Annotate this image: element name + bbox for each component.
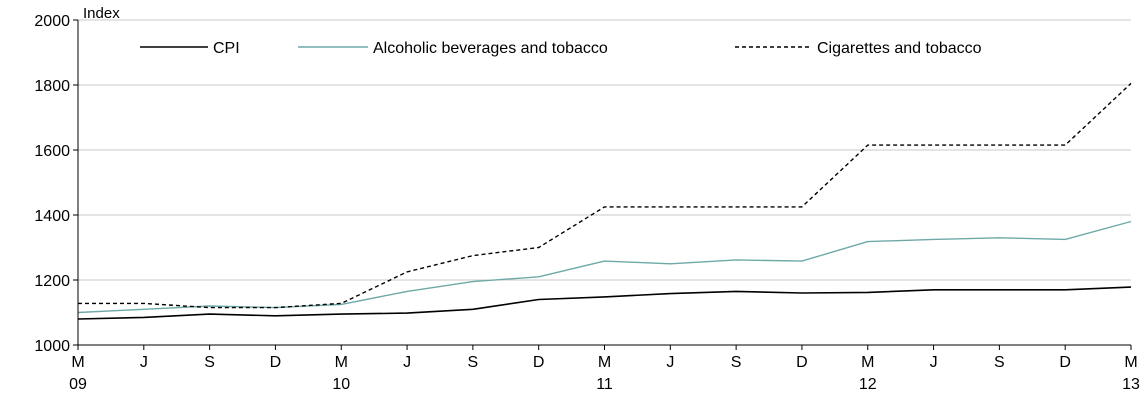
x-tick-label: J [930,354,938,371]
x-tick-label: D [796,354,808,371]
x-tick-label: D [1059,354,1071,371]
series-lines [77,82,1132,320]
x-tick-label: J [403,354,411,371]
x-tick-year-label: 09 [69,376,87,393]
x-tick-label: M [71,354,84,371]
x-tick-label: D [533,354,545,371]
y-tick-label: 1200 [34,273,70,290]
x-tick-label: M [861,354,874,371]
legend-label: CPI [213,40,240,57]
x-tick-label: J [140,354,148,371]
legend-label: Alcoholic beverages and tobacco [373,40,608,57]
series-line-0 [77,286,1132,320]
y-tick-label: 2000 [34,13,70,30]
series-line-1 [77,220,1132,314]
gridlines [78,19,1131,281]
x-tick-label: M [335,354,348,371]
y-tick-label: 1600 [34,143,70,160]
x-tick-year-label: 12 [859,376,877,393]
series-line-2 [78,82,1132,309]
x-tick-label: M [598,354,611,371]
y-tick-label: 1000 [34,338,70,355]
y-tick-label: 1400 [34,208,70,225]
x-tick-label: S [731,354,742,371]
x-tick-label: S [994,354,1005,371]
x-tick-label: S [204,354,215,371]
x-tick-year-label: 10 [332,376,350,393]
y-tick-label: 1800 [34,78,70,95]
x-tick-label: M [1124,354,1137,371]
legend: CPI Alcoholic beverages and tobacco Cigare… [140,40,982,57]
x-tick-label: J [666,354,674,371]
legend-label: Cigarettes and tobacco [817,40,982,57]
x-tick-year-label: 13 [1122,376,1140,393]
axes: 1000 1200 1400 1600 1800 2000 Index M 09 J S D M 10 J S… [34,5,1140,393]
x-tick-label: S [468,354,479,371]
x-tick-year-label: 11 [596,376,613,393]
y-axis-label: Index [83,5,120,22]
x-tick-label: D [270,354,282,371]
